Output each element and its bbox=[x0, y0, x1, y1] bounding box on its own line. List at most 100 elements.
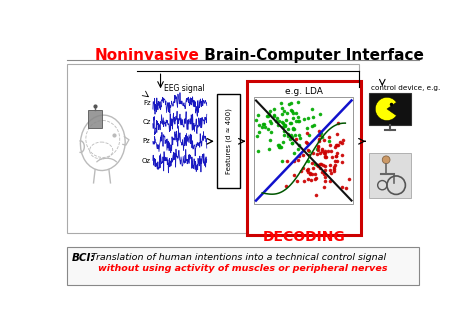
Point bbox=[281, 123, 289, 128]
Point bbox=[284, 126, 292, 131]
Point bbox=[281, 128, 288, 133]
Point bbox=[297, 169, 305, 174]
Point bbox=[294, 119, 301, 124]
Point bbox=[299, 165, 307, 170]
Point bbox=[304, 176, 312, 181]
Point bbox=[290, 127, 297, 132]
Point bbox=[315, 132, 323, 137]
Point bbox=[259, 124, 266, 130]
Point bbox=[285, 101, 293, 106]
Point bbox=[264, 127, 272, 132]
Wedge shape bbox=[375, 98, 396, 121]
Point bbox=[308, 123, 316, 128]
Point bbox=[334, 142, 342, 147]
Point bbox=[291, 132, 298, 137]
Point bbox=[314, 163, 322, 168]
Point bbox=[328, 171, 335, 176]
Point bbox=[284, 132, 292, 137]
Point bbox=[312, 176, 319, 181]
Point bbox=[318, 169, 326, 175]
Point bbox=[290, 111, 297, 116]
Point bbox=[255, 129, 263, 134]
Point bbox=[295, 154, 302, 159]
Point bbox=[281, 108, 288, 113]
Point bbox=[319, 162, 327, 168]
Point bbox=[314, 148, 322, 153]
Point bbox=[305, 153, 313, 158]
Point bbox=[330, 166, 337, 171]
FancyBboxPatch shape bbox=[255, 97, 353, 204]
Point bbox=[293, 179, 301, 184]
Point bbox=[303, 141, 310, 146]
FancyBboxPatch shape bbox=[88, 110, 102, 128]
Text: Noninvasive: Noninvasive bbox=[94, 48, 199, 63]
Point bbox=[284, 134, 292, 139]
Point bbox=[290, 126, 297, 132]
Point bbox=[317, 161, 324, 166]
Point bbox=[292, 136, 299, 141]
Point bbox=[281, 122, 288, 127]
Point bbox=[313, 147, 321, 152]
Point bbox=[266, 119, 273, 124]
Circle shape bbox=[383, 156, 390, 164]
Point bbox=[332, 153, 340, 158]
Text: Translation of human intentions into a technical control signal: Translation of human intentions into a t… bbox=[88, 253, 386, 262]
Point bbox=[301, 178, 308, 183]
Point bbox=[259, 121, 267, 126]
Point bbox=[314, 144, 322, 149]
Point bbox=[316, 133, 323, 138]
Text: Cz: Cz bbox=[142, 119, 151, 125]
Point bbox=[308, 177, 315, 182]
Point bbox=[317, 161, 325, 167]
Point bbox=[286, 121, 293, 126]
Text: Features (d ≈ 400): Features (d ≈ 400) bbox=[225, 108, 231, 174]
Point bbox=[294, 157, 301, 163]
Point bbox=[301, 116, 308, 122]
Point bbox=[314, 144, 321, 149]
Point bbox=[294, 114, 301, 120]
Point bbox=[288, 133, 295, 138]
Point bbox=[261, 121, 268, 126]
Point bbox=[290, 115, 297, 121]
Point bbox=[277, 100, 285, 106]
Point bbox=[300, 152, 307, 157]
Point bbox=[321, 175, 329, 180]
Point bbox=[326, 167, 334, 172]
Point bbox=[279, 120, 287, 125]
Point bbox=[338, 140, 346, 145]
FancyBboxPatch shape bbox=[66, 64, 359, 233]
Point bbox=[311, 161, 319, 166]
Point bbox=[270, 113, 278, 118]
Point bbox=[283, 110, 291, 115]
Point bbox=[290, 126, 297, 131]
Point bbox=[338, 159, 346, 165]
Point bbox=[306, 149, 313, 154]
Point bbox=[315, 137, 323, 142]
Point bbox=[278, 120, 285, 125]
Point bbox=[338, 184, 346, 190]
Point bbox=[255, 122, 263, 127]
FancyBboxPatch shape bbox=[217, 94, 240, 188]
Point bbox=[294, 100, 301, 105]
Point bbox=[321, 167, 329, 172]
Point bbox=[313, 152, 320, 157]
Point bbox=[332, 153, 339, 158]
Point bbox=[290, 158, 298, 163]
Point bbox=[320, 151, 328, 156]
Point bbox=[321, 179, 328, 184]
Point bbox=[308, 107, 315, 112]
Point bbox=[321, 150, 329, 155]
Point bbox=[306, 170, 314, 176]
Point bbox=[296, 135, 304, 141]
Point bbox=[275, 145, 283, 150]
Point bbox=[292, 110, 300, 116]
Point bbox=[277, 145, 284, 150]
Point bbox=[309, 150, 317, 156]
Point bbox=[346, 177, 353, 182]
Point bbox=[331, 162, 339, 167]
Point bbox=[274, 122, 282, 127]
Point bbox=[292, 118, 300, 123]
Point bbox=[275, 118, 283, 123]
Point bbox=[283, 158, 291, 164]
Point bbox=[303, 131, 311, 136]
